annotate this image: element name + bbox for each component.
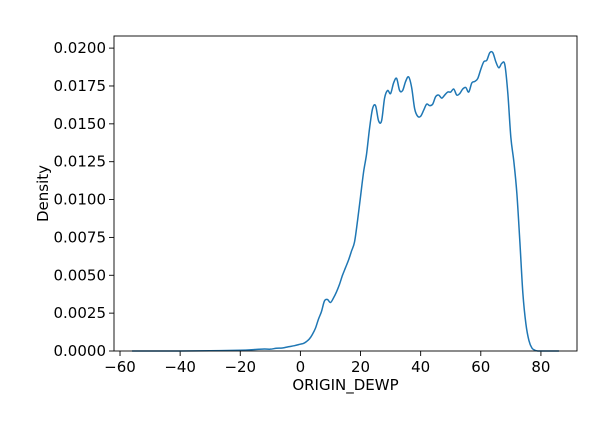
x-tick-label: 40 xyxy=(411,358,430,376)
y-tick-label: 0.0125 xyxy=(54,153,107,171)
density-line xyxy=(132,50,559,352)
y-tick-label: 0.0075 xyxy=(54,228,107,246)
y-tick-label: 0.0050 xyxy=(54,266,107,284)
x-tick-label: −20 xyxy=(224,358,256,376)
x-axis-ticks: −60 −40 −20 0 20 40 60 80 xyxy=(104,351,550,376)
y-tick-label: 0.0175 xyxy=(54,77,107,95)
plot-frame xyxy=(113,35,578,352)
x-axis-label: ORIGIN_DEWP xyxy=(292,376,398,395)
x-tick-label: 0 xyxy=(296,358,306,376)
y-tick-label: 0.0000 xyxy=(54,342,107,360)
y-tick-label: 0.0100 xyxy=(54,191,107,209)
y-axis-ticks: 0.0000 0.0025 0.0050 0.0075 0.0100 0.0125 0.01… xyxy=(54,39,114,360)
x-tick-label: −40 xyxy=(164,358,196,376)
x-tick-label: −60 xyxy=(104,358,136,376)
x-tick-label: 20 xyxy=(351,358,370,376)
x-tick-label: 60 xyxy=(471,358,490,376)
y-tick-label: 0.0200 xyxy=(54,39,107,57)
x-tick-label: 80 xyxy=(531,358,550,376)
y-tick-label: 0.0025 xyxy=(54,304,107,322)
y-tick-label: 0.0150 xyxy=(54,115,107,133)
y-axis-label: Density xyxy=(34,165,52,222)
